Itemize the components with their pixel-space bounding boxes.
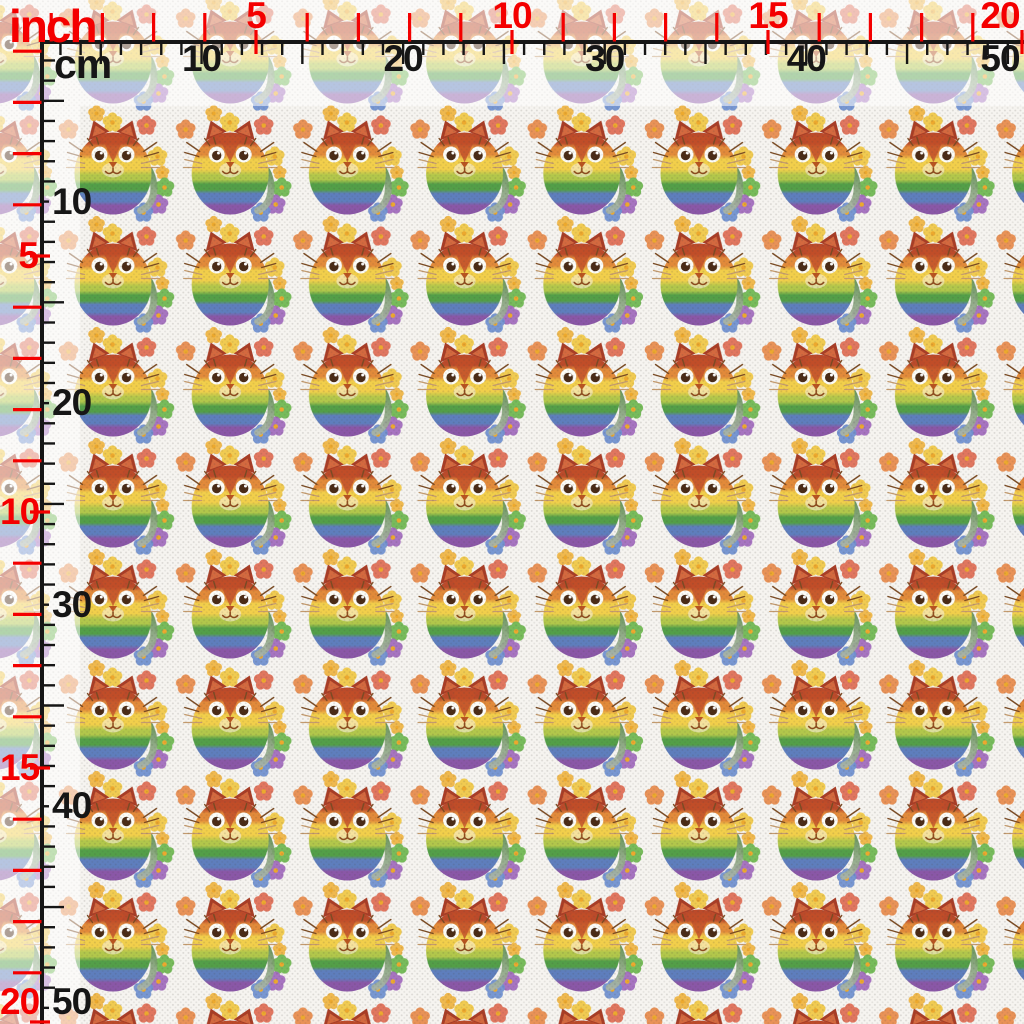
top-cm-ticks <box>59 43 1010 64</box>
left-cm-ticks <box>43 59 64 1010</box>
top-inch-ticks <box>49 13 1024 54</box>
cm-unit-label: cm <box>54 41 112 87</box>
inch-unit-label: inch <box>9 0 98 52</box>
left-ruler-line <box>40 40 44 1024</box>
left-inch-ticks <box>13 49 50 1024</box>
top-ruler-line <box>40 40 1024 44</box>
